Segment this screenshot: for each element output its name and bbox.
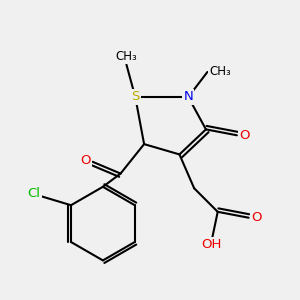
Text: CH₃: CH₃ (116, 50, 137, 63)
Text: O: O (239, 129, 250, 142)
Text: O: O (80, 154, 91, 167)
Text: S: S (131, 91, 140, 103)
Text: CH₃: CH₃ (209, 65, 231, 79)
Text: OH: OH (202, 238, 222, 251)
Text: Cl: Cl (28, 187, 41, 200)
Text: O: O (251, 211, 261, 224)
Text: N: N (183, 91, 193, 103)
